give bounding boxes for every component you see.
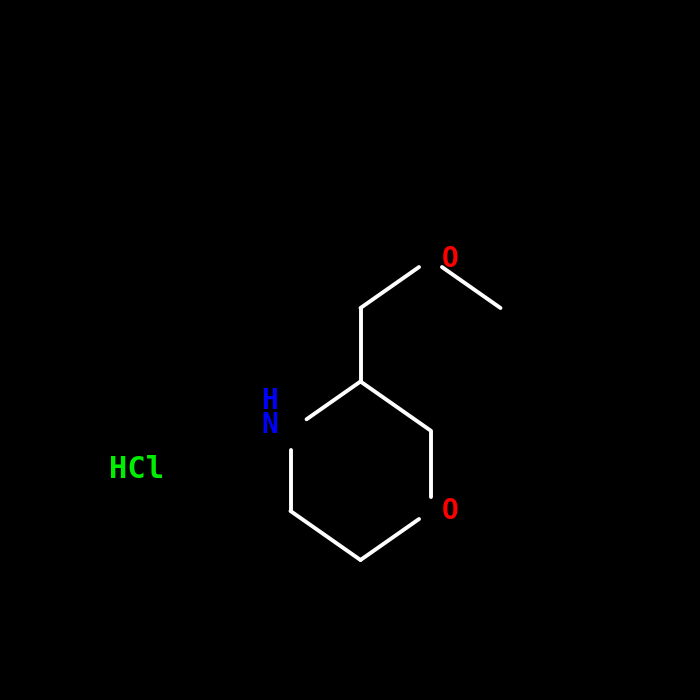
Text: H
N: H N [261,387,278,439]
Text: O: O [442,497,458,525]
Text: HCl: HCl [109,454,164,484]
Text: O: O [442,245,458,273]
